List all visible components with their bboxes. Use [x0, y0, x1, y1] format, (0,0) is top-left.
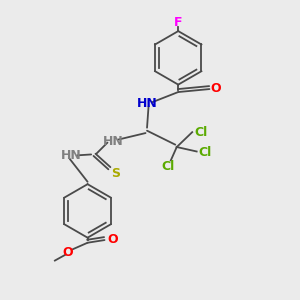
Text: O: O	[62, 246, 73, 259]
Text: Cl: Cl	[198, 146, 212, 160]
Text: O: O	[107, 233, 118, 246]
Text: Cl: Cl	[194, 126, 207, 139]
Text: HN: HN	[103, 135, 123, 148]
Text: HN: HN	[61, 149, 82, 162]
Text: S: S	[111, 167, 120, 180]
Text: HN: HN	[137, 98, 158, 110]
Text: O: O	[211, 82, 221, 95]
Text: F: F	[174, 16, 182, 29]
Text: Cl: Cl	[161, 160, 175, 173]
